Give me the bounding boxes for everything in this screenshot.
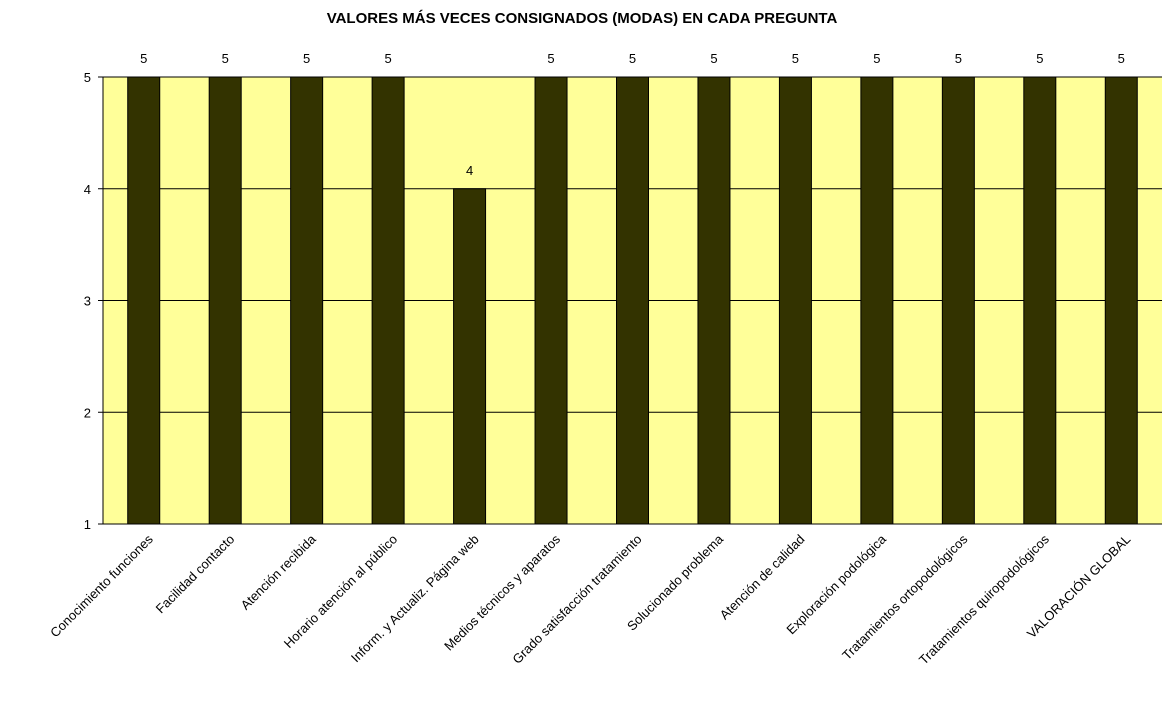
- y-tick-label: 3: [84, 294, 91, 309]
- x-tick-label: Facilidad contacto: [153, 532, 238, 617]
- x-tick-label: Inform. y Actualiz. Página web: [348, 532, 482, 666]
- value-label: 4: [466, 163, 473, 178]
- value-label: 5: [1036, 51, 1043, 66]
- y-tick-label: 1: [84, 517, 91, 532]
- value-label: 5: [873, 51, 880, 66]
- bar: [860, 76, 894, 525]
- bar: [616, 76, 649, 525]
- chart-title: VALORES MÁS VECES CONSIGNADOS (MODAS) EN…: [327, 10, 838, 27]
- bar: [778, 76, 812, 525]
- bar: [208, 76, 242, 525]
- value-label: 5: [710, 51, 717, 66]
- bar: [697, 76, 731, 525]
- bar: [534, 76, 568, 525]
- bar: [127, 76, 161, 525]
- value-label: 5: [629, 51, 636, 66]
- bar: [1104, 76, 1138, 525]
- value-label: 5: [955, 51, 962, 66]
- value-label: 5: [222, 51, 229, 66]
- bar: [941, 76, 975, 525]
- value-label: 5: [547, 51, 554, 66]
- value-label: 5: [303, 51, 310, 66]
- x-tick-label: Conocimiento funciones: [47, 531, 156, 640]
- x-tick-label: Atención recibida: [238, 531, 320, 613]
- bar: [1023, 76, 1057, 525]
- x-tick-label: Atención de calidad: [717, 532, 808, 623]
- value-label: 5: [1118, 51, 1125, 66]
- value-label: 5: [140, 51, 147, 66]
- x-tick-label: Tratamientos quiropodológicos: [916, 531, 1052, 667]
- y-tick-label: 5: [84, 70, 91, 85]
- value-label: 5: [792, 51, 799, 66]
- bar: [453, 188, 487, 525]
- y-tick-label: 4: [84, 182, 91, 197]
- y-tick-label: 2: [84, 405, 91, 420]
- bar: [371, 76, 405, 525]
- bar: [290, 76, 324, 525]
- value-label: 5: [384, 51, 391, 66]
- x-tick-label: Grado satisfacción tratamiento: [509, 532, 644, 667]
